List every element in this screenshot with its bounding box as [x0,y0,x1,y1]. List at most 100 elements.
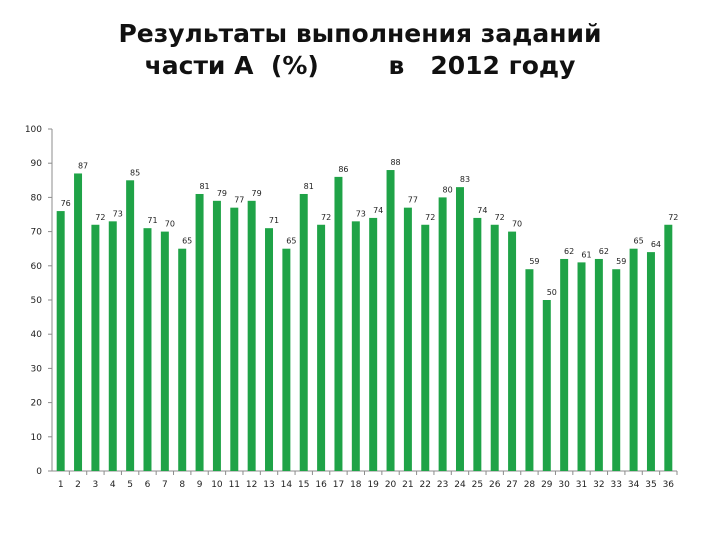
bar [525,269,534,471]
y-tick-label: 20 [31,399,43,409]
bar [126,180,135,472]
data-label: 81 [304,182,314,191]
data-label: 62 [564,247,574,256]
data-label: 83 [460,175,470,184]
x-tick-label: 28 [524,480,536,490]
bar [577,262,586,471]
y-tick-label: 0 [36,467,42,477]
bar [646,252,655,471]
data-label: 76 [61,199,71,208]
x-tick-label: 19 [367,480,379,490]
x-tick-label: 29 [541,480,553,490]
chart-bars [56,170,673,472]
data-label: 72 [95,213,105,222]
bar [178,248,187,471]
bar [403,207,412,471]
x-tick-label: 21 [402,480,413,490]
data-label: 87 [78,161,88,170]
x-tick-label: 26 [489,480,501,490]
data-label: 50 [547,288,557,297]
data-label: 65 [182,237,192,246]
x-tick-label: 8 [179,480,185,490]
data-label: 61 [581,250,591,259]
x-tick-label: 16 [315,480,327,490]
chart-data-labels: 76 87 72 73 85 71 70 65 81 79 77 79 71 65 81 72 86 73 74 88… [61,158,679,297]
x-tick-label: 2 [75,480,81,490]
y-tick-label: 40 [31,330,43,340]
x-tick-label: 23 [437,480,448,490]
data-label: 73 [356,209,366,218]
bar [612,269,621,471]
bar [74,173,83,471]
data-label: 72 [321,213,331,222]
data-label: 59 [529,257,539,266]
bar [299,193,308,472]
data-label: 77 [408,196,418,205]
y-tick-label: 10 [31,433,43,443]
x-tick-label: 30 [558,480,570,490]
chart-title-line-1: Результаты выполнения заданий [118,19,602,48]
y-tick-label: 70 [31,228,43,238]
bar [490,224,499,471]
x-tick-label: 13 [263,480,274,490]
x-tick-label: 20 [385,480,397,490]
bar [664,224,673,471]
data-label: 64 [651,240,661,249]
bar [421,224,430,471]
y-tick-label: 80 [31,193,43,203]
bar [594,258,603,471]
bar [508,231,517,471]
x-tick-label: 34 [628,480,640,490]
bar [282,248,291,471]
bar [334,176,343,471]
data-label: 62 [599,247,609,256]
x-tick-label: 14 [281,480,293,490]
data-label: 71 [147,216,157,225]
data-label: 79 [252,189,262,198]
bar [212,200,221,471]
x-tick-label: 3 [93,480,99,490]
data-label: 72 [495,213,505,222]
y-tick-label: 50 [31,296,43,306]
data-label: 72 [668,213,678,222]
data-label: 70 [165,220,175,229]
data-label: 72 [425,213,435,222]
data-label: 81 [199,182,209,191]
data-label: 71 [269,216,279,225]
data-label: 79 [217,189,227,198]
x-tick-label: 9 [197,480,203,490]
x-tick-label: 11 [229,480,240,490]
data-label: 80 [443,185,453,194]
x-tick-label: 4 [110,480,116,490]
bar [317,224,326,471]
bar [160,231,169,471]
bar [455,187,464,471]
x-tick-label: 36 [663,480,675,490]
data-label: 65 [633,237,643,246]
data-label: 70 [512,220,522,229]
data-label: 59 [616,257,626,266]
bar [247,200,256,471]
bar [230,207,239,471]
bar [542,300,551,471]
data-label: 85 [130,168,140,177]
x-tick-label: 12 [246,480,257,490]
bar [473,217,482,471]
data-label: 86 [338,165,348,174]
bar [91,224,100,471]
bar [369,217,378,471]
x-tick-label: 10 [211,480,223,490]
x-tick-label: 17 [333,480,344,490]
x-tick-label: 22 [420,480,431,490]
chart-title-line-2: части А (%) в 2012 году [144,51,576,80]
data-label: 74 [373,206,383,215]
bar [629,248,638,471]
x-tick-label: 1 [58,480,64,490]
data-label: 88 [390,158,400,167]
x-tick-label: 24 [454,480,466,490]
x-tick-label: 15 [298,480,309,490]
x-tick-label: 6 [145,480,151,490]
bar [351,221,360,471]
